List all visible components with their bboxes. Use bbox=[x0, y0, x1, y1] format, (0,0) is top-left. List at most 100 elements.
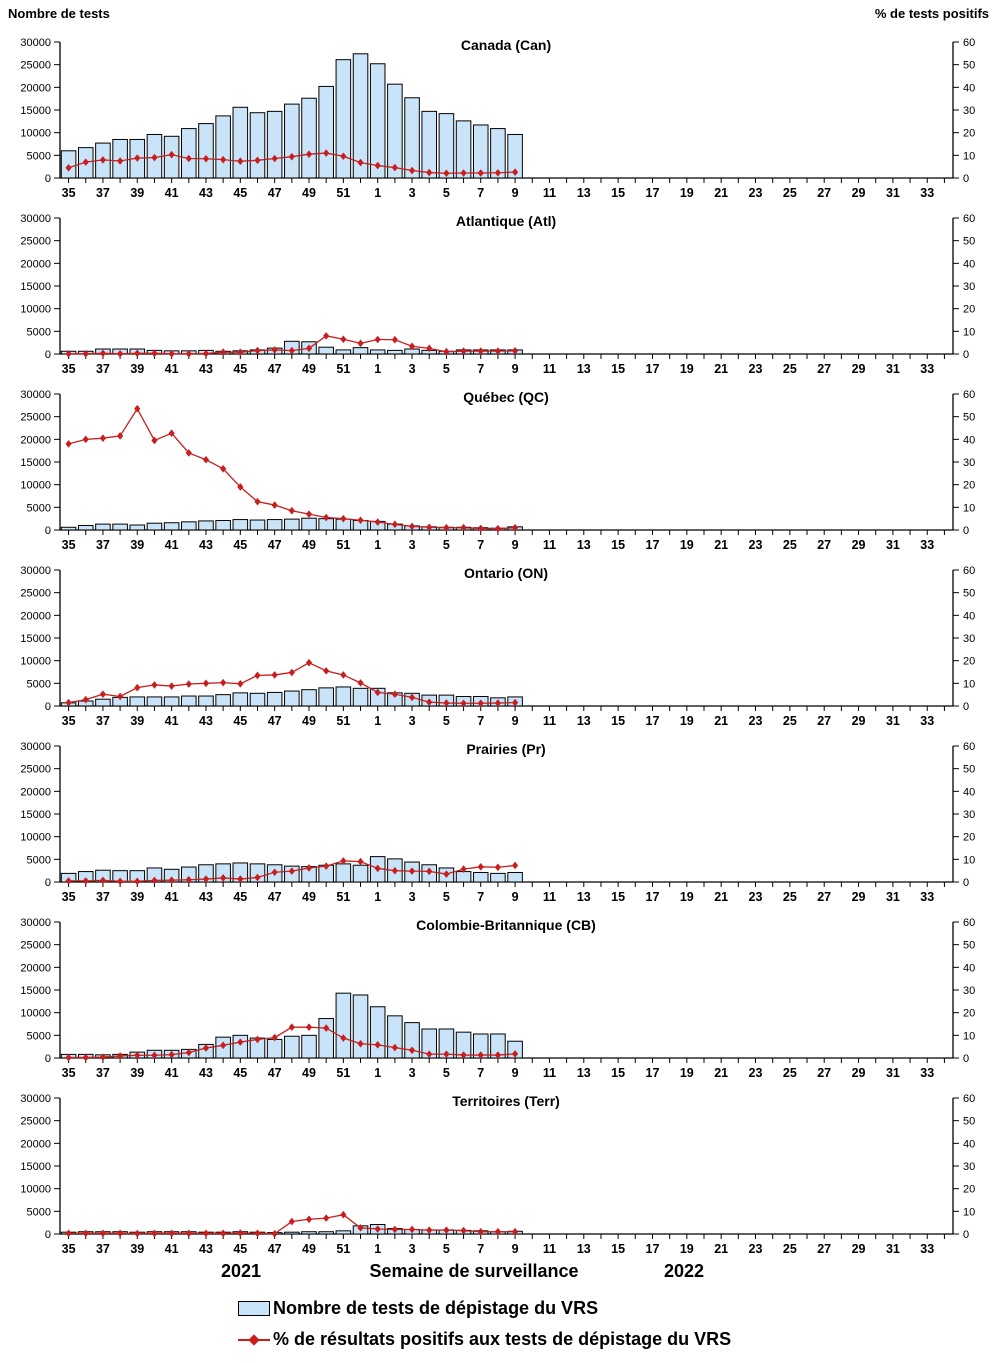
svg-text:0: 0 bbox=[963, 1229, 969, 1241]
svg-text:5: 5 bbox=[443, 1066, 450, 1080]
svg-text:25: 25 bbox=[783, 1242, 797, 1256]
svg-text:9: 9 bbox=[512, 890, 519, 904]
svg-text:49: 49 bbox=[302, 186, 316, 200]
svg-text:29: 29 bbox=[852, 714, 866, 728]
svg-text:47: 47 bbox=[268, 186, 282, 200]
svg-text:13: 13 bbox=[577, 1242, 591, 1256]
svg-text:1: 1 bbox=[374, 186, 381, 200]
svg-text:10: 10 bbox=[963, 1206, 975, 1218]
svg-text:47: 47 bbox=[268, 362, 282, 376]
svg-text:20000: 20000 bbox=[20, 258, 51, 270]
svg-text:27: 27 bbox=[817, 890, 831, 904]
svg-text:30000: 30000 bbox=[20, 37, 51, 49]
svg-text:27: 27 bbox=[817, 186, 831, 200]
svg-text:15: 15 bbox=[611, 714, 625, 728]
svg-text:43: 43 bbox=[199, 890, 213, 904]
svg-text:13: 13 bbox=[577, 538, 591, 552]
svg-text:15000: 15000 bbox=[20, 457, 51, 469]
svg-text:45: 45 bbox=[233, 890, 247, 904]
svg-text:30000: 30000 bbox=[20, 1093, 51, 1105]
svg-text:31: 31 bbox=[886, 1242, 900, 1256]
svg-text:35: 35 bbox=[62, 538, 76, 552]
svg-text:27: 27 bbox=[817, 714, 831, 728]
svg-text:51: 51 bbox=[336, 362, 350, 376]
svg-text:5000: 5000 bbox=[27, 854, 51, 866]
svg-text:31: 31 bbox=[886, 890, 900, 904]
chart-panel-ontario: Ontario (ON) 30000 25000 20000 15000 10000 50… bbox=[0, 558, 995, 734]
svg-text:15000: 15000 bbox=[20, 105, 51, 117]
svg-text:40: 40 bbox=[963, 258, 975, 270]
svg-text:19: 19 bbox=[680, 890, 694, 904]
svg-text:10000: 10000 bbox=[20, 1184, 51, 1196]
svg-text:17: 17 bbox=[646, 362, 660, 376]
svg-text:11: 11 bbox=[543, 362, 556, 376]
panel-title: Colombie-Britannique (CB) bbox=[416, 917, 596, 933]
svg-text:0: 0 bbox=[45, 877, 51, 889]
svg-text:25000: 25000 bbox=[20, 1116, 51, 1128]
svg-text:20000: 20000 bbox=[20, 962, 51, 974]
chart-panel-territoires: Territoires (Terr) 30000 25000 20000 15000 1… bbox=[0, 1086, 995, 1262]
svg-text:0: 0 bbox=[963, 701, 969, 713]
svg-text:39: 39 bbox=[130, 890, 144, 904]
svg-text:15000: 15000 bbox=[20, 985, 51, 997]
svg-text:60: 60 bbox=[963, 37, 975, 49]
svg-text:50: 50 bbox=[963, 588, 975, 600]
svg-text:41: 41 bbox=[165, 1242, 179, 1256]
svg-text:43: 43 bbox=[199, 1066, 213, 1080]
svg-text:30: 30 bbox=[963, 281, 975, 293]
svg-text:33: 33 bbox=[920, 186, 934, 200]
svg-text:17: 17 bbox=[646, 1066, 660, 1080]
svg-text:37: 37 bbox=[96, 714, 110, 728]
svg-text:41: 41 bbox=[165, 186, 179, 200]
svg-text:29: 29 bbox=[852, 362, 866, 376]
svg-text:5: 5 bbox=[443, 538, 450, 552]
svg-text:10000: 10000 bbox=[20, 656, 51, 668]
svg-text:35: 35 bbox=[62, 714, 76, 728]
svg-text:0: 0 bbox=[45, 1229, 51, 1241]
svg-text:47: 47 bbox=[268, 538, 282, 552]
svg-text:15: 15 bbox=[611, 186, 625, 200]
svg-text:9: 9 bbox=[512, 714, 519, 728]
svg-text:10000: 10000 bbox=[20, 304, 51, 316]
svg-text:21: 21 bbox=[714, 890, 728, 904]
svg-text:47: 47 bbox=[268, 1066, 282, 1080]
svg-text:5000: 5000 bbox=[27, 502, 51, 514]
svg-text:5000: 5000 bbox=[27, 326, 51, 338]
svg-text:25: 25 bbox=[783, 362, 797, 376]
svg-text:33: 33 bbox=[920, 538, 934, 552]
svg-text:43: 43 bbox=[199, 538, 213, 552]
svg-text:49: 49 bbox=[302, 362, 316, 376]
svg-text:20000: 20000 bbox=[20, 434, 51, 446]
svg-text:13: 13 bbox=[577, 362, 591, 376]
chart-canvas-ontario: 3000025000200001500010000500006050403020… bbox=[20, 565, 975, 728]
svg-text:45: 45 bbox=[233, 186, 247, 200]
svg-text:40: 40 bbox=[963, 786, 975, 798]
svg-text:25000: 25000 bbox=[20, 764, 51, 776]
chart-canvas-canada: 3000025000200001500010000500006050403020… bbox=[20, 37, 975, 200]
svg-text:27: 27 bbox=[817, 538, 831, 552]
left-axis-title: Nombre de tests bbox=[8, 6, 110, 21]
svg-text:21: 21 bbox=[714, 186, 728, 200]
svg-text:47: 47 bbox=[268, 890, 282, 904]
svg-text:5: 5 bbox=[443, 1242, 450, 1256]
svg-text:25000: 25000 bbox=[20, 412, 51, 424]
svg-text:20: 20 bbox=[963, 128, 975, 140]
svg-text:51: 51 bbox=[336, 1066, 350, 1080]
svg-text:39: 39 bbox=[130, 714, 144, 728]
svg-text:7: 7 bbox=[477, 362, 484, 376]
svg-text:39: 39 bbox=[130, 186, 144, 200]
svg-text:0: 0 bbox=[963, 1053, 969, 1065]
svg-text:51: 51 bbox=[336, 186, 350, 200]
svg-text:30: 30 bbox=[963, 633, 975, 645]
svg-text:30000: 30000 bbox=[20, 741, 51, 753]
svg-text:29: 29 bbox=[852, 538, 866, 552]
legend-diamond-icon bbox=[248, 1333, 260, 1346]
svg-text:1: 1 bbox=[374, 1066, 381, 1080]
chart-canvas-atlantique: 3000025000200001500010000500006050403020… bbox=[20, 213, 975, 376]
svg-text:10000: 10000 bbox=[20, 480, 51, 492]
svg-text:50: 50 bbox=[963, 764, 975, 776]
svg-text:31: 31 bbox=[886, 1066, 900, 1080]
svg-text:3: 3 bbox=[409, 538, 416, 552]
svg-text:7: 7 bbox=[477, 186, 484, 200]
svg-text:5000: 5000 bbox=[27, 1206, 51, 1218]
